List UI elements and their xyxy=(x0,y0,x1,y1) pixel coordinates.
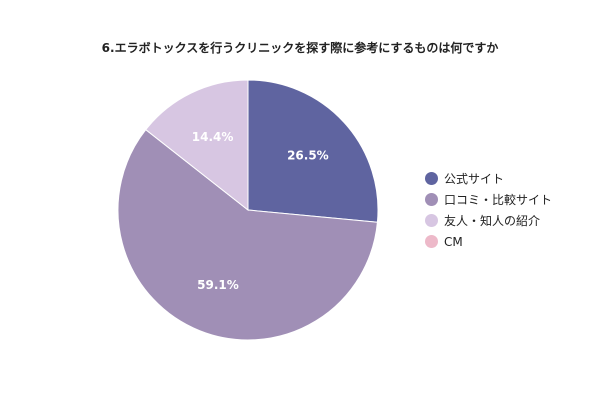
legend-label: 公式サイト xyxy=(444,172,505,186)
pie-slice xyxy=(247,79,379,223)
pie-value-labels: 26.5% 59.1% 14.4% xyxy=(192,130,329,292)
legend-swatch-icon xyxy=(425,235,438,248)
legend-label: 友人・知人の紹介 xyxy=(444,214,541,228)
pie-slice xyxy=(117,128,378,341)
legend-item[interactable]: 友人・知人の紹介 xyxy=(425,210,552,231)
slice-value-label: 26.5% xyxy=(287,148,329,162)
legend-item[interactable]: 口コミ・比較サイト xyxy=(425,189,552,210)
slice-value-label: 59.1% xyxy=(197,278,239,292)
legend-item[interactable]: 公式サイト xyxy=(425,168,552,189)
legend-swatch-icon xyxy=(425,172,438,185)
pie-slice xyxy=(145,79,249,212)
legend-label: 口コミ・比較サイト xyxy=(444,193,553,207)
chart-legend: 公式サイト口コミ・比較サイト 友人・知人の紹介 CM xyxy=(425,168,552,252)
legend-label: CM xyxy=(444,234,463,249)
pie-slices xyxy=(117,79,379,341)
legend-item[interactable]: CM xyxy=(425,231,552,252)
slice-value-label: 14.4% xyxy=(192,130,234,144)
legend-swatch-icon xyxy=(425,193,438,206)
legend-swatch-icon xyxy=(425,214,438,227)
chart-title: 6.エラボトックスを行うクリニックを探す際に参考にするものは何ですか xyxy=(101,41,499,55)
